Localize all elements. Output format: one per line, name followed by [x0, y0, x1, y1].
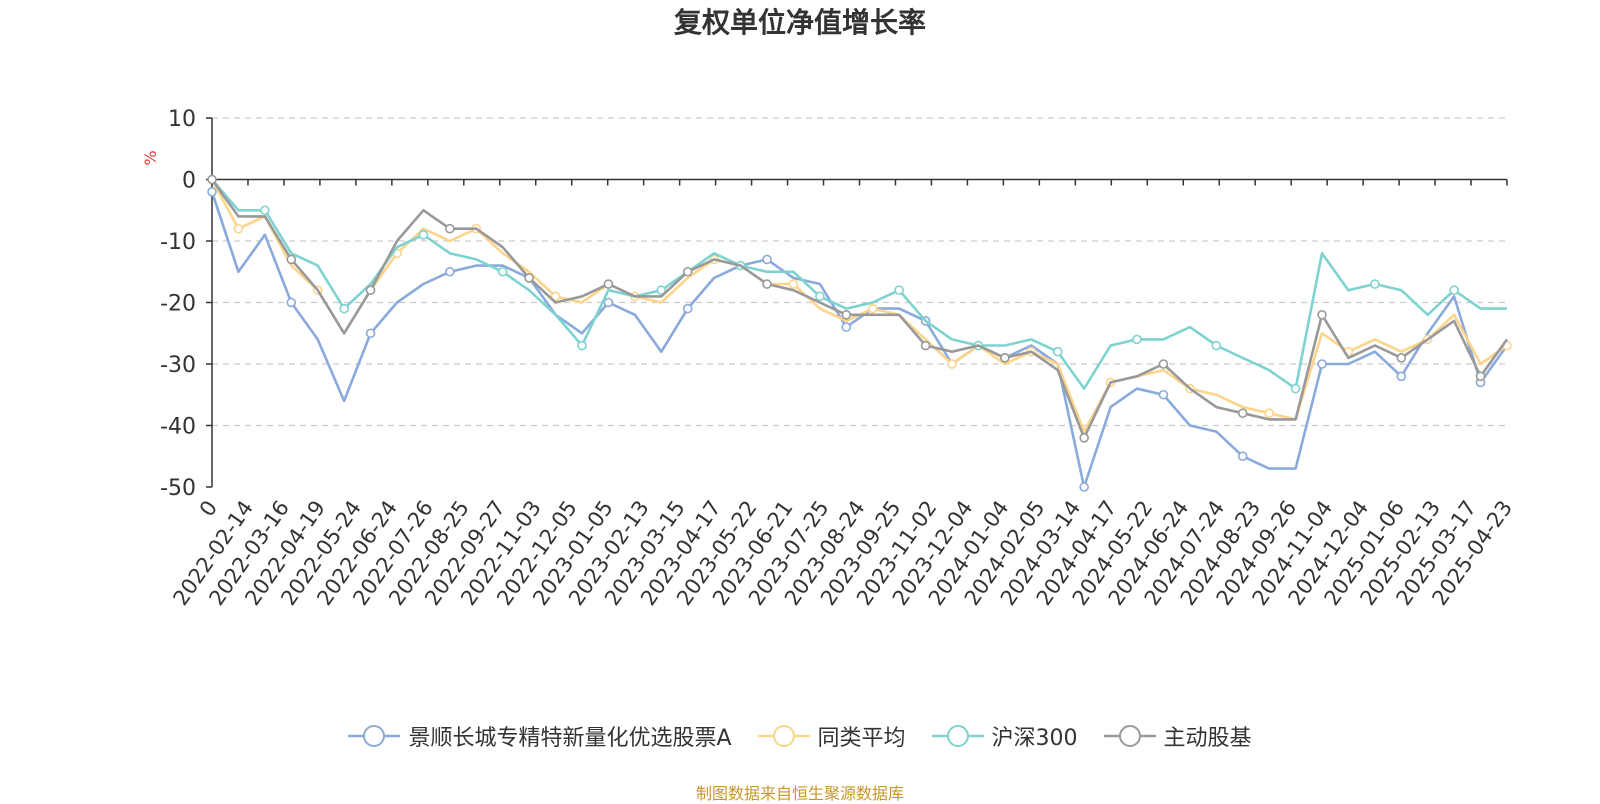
series-point	[1000, 353, 1010, 363]
grid-lines	[212, 117, 1507, 427]
series-point	[550, 291, 561, 302]
series-point	[260, 205, 270, 216]
series-point	[815, 291, 825, 302]
series-point	[286, 297, 297, 308]
series-point	[1052, 346, 1063, 357]
series-point	[339, 303, 349, 314]
series-point	[1079, 432, 1089, 443]
legend-label: 沪深300	[991, 726, 1078, 751]
series-point	[1290, 383, 1301, 394]
series-point	[207, 174, 217, 185]
legend-item[interactable]: 沪深300	[931, 720, 1078, 752]
series-lines	[207, 174, 1512, 492]
legend: 景顺长城专精特新量化优选股票A 同类平均 沪深300 主动股基	[0, 720, 1600, 752]
legend-marker-icon	[348, 725, 401, 747]
y-tick-label: 10	[168, 107, 196, 132]
series-point	[1396, 353, 1407, 363]
series-point	[286, 254, 297, 265]
series-point	[947, 359, 957, 369]
series-point	[1317, 309, 1327, 320]
legend-label: 景顺长城专精特新量化优选股票A	[408, 726, 732, 751]
legend-item[interactable]: 主动股基	[1103, 720, 1252, 752]
series-point	[418, 230, 429, 240]
y-tick-label: 0	[182, 169, 196, 194]
series-point	[1158, 389, 1169, 400]
series-point	[524, 273, 534, 283]
series-point	[603, 297, 614, 308]
legend-marker-icon	[1103, 725, 1156, 747]
series-point	[841, 322, 852, 332]
series-point	[445, 266, 455, 277]
chart-title: 复权单位净值增长率	[673, 6, 926, 39]
series-point	[682, 266, 693, 277]
series-line	[210, 178, 1509, 440]
series-point	[1370, 279, 1380, 289]
legend-circle	[946, 725, 969, 747]
series-point	[365, 328, 376, 339]
legend-item[interactable]: 同类平均	[757, 720, 906, 752]
series-point	[656, 285, 667, 296]
series-point	[603, 279, 614, 289]
series-point	[1237, 408, 1248, 419]
series-line	[210, 191, 1509, 489]
series-line	[211, 178, 1507, 390]
series-point	[762, 254, 772, 265]
series-point	[497, 266, 508, 277]
series-point	[1449, 285, 1459, 296]
series-point	[920, 340, 931, 351]
legend-label: 主动股基	[1163, 726, 1252, 751]
series-point	[788, 279, 799, 289]
y-tick-label: -50	[160, 476, 196, 501]
legend-item[interactable]: 景顺长城专精特新量化优选股票A	[348, 720, 732, 752]
legend-circle	[363, 725, 386, 747]
tick-labels: 100-10-20-30-40-50%02022-02-142022-03-16…	[141, 107, 1517, 610]
series-point	[1079, 482, 1089, 492]
series-point	[894, 285, 904, 296]
y-tick-label: -30	[160, 353, 196, 378]
series-point	[233, 223, 244, 234]
series-point	[867, 303, 878, 314]
legend-marker-icon	[931, 725, 984, 747]
series-point	[1475, 371, 1486, 382]
legend-label: 同类平均	[817, 726, 906, 751]
series-point	[1211, 340, 1222, 351]
y-tick-label: -40	[160, 415, 196, 440]
legend-marker-icon	[757, 725, 810, 747]
series-point	[207, 187, 217, 197]
legend-circle	[1118, 725, 1141, 747]
series-point	[762, 279, 772, 289]
legend-circle	[772, 725, 795, 747]
series-point	[1158, 359, 1169, 369]
series-point	[445, 223, 455, 234]
series-point	[365, 285, 376, 296]
y-tick-label: -10	[160, 230, 196, 255]
y-tick-label: -20	[160, 292, 196, 317]
series-point	[577, 340, 587, 351]
series-point	[1132, 334, 1142, 345]
series-point	[841, 309, 852, 320]
series-point	[1264, 408, 1274, 419]
series-point	[1396, 371, 1407, 382]
series-point	[1317, 359, 1327, 369]
line-chart: 100-10-20-30-40-50%02022-02-142022-03-16…	[141, 107, 1517, 610]
y-axis-label: %	[141, 150, 160, 165]
x-tick-label: 0	[195, 496, 222, 521]
source-note: 制图数据来自恒生聚源数据库	[695, 784, 904, 803]
series-point	[1237, 451, 1248, 462]
series-point	[682, 303, 693, 314]
